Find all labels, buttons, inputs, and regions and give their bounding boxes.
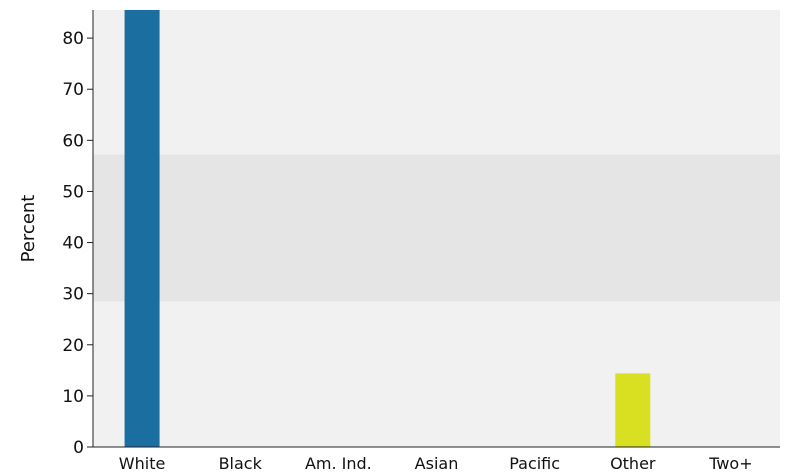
y-axis-ticks: 0 10 20 30 40 50 60 70 80 [62,29,93,458]
y-tick-label: 30 [62,285,84,305]
y-tick-label: 70 [62,80,84,100]
y-axis-title: Percent [18,195,39,263]
y-tick-label: 60 [62,131,84,151]
x-tick-label: Two+ [708,454,752,473]
reference-band [93,154,780,302]
y-tick-label: 40 [62,234,84,254]
bars [124,10,651,447]
y-tick-label: 20 [62,336,84,356]
x-tick-label: Pacific [509,454,560,473]
x-tick-label: Black [219,454,263,473]
y-tick-label: 10 [62,387,84,407]
x-tick-label: Other [610,454,656,473]
bar-other [615,373,651,447]
y-tick-label: 80 [62,29,84,49]
x-axis-ticks: White Black Am. Ind. Asian Pacific Other Two+ [119,454,753,473]
x-tick-label: Am. Ind. [305,454,372,473]
x-tick-label: White [119,454,166,473]
bar-white [124,10,160,447]
y-tick-label: 0 [73,438,84,458]
y-tick-label: 50 [62,182,84,202]
x-tick-label: Asian [415,454,459,473]
